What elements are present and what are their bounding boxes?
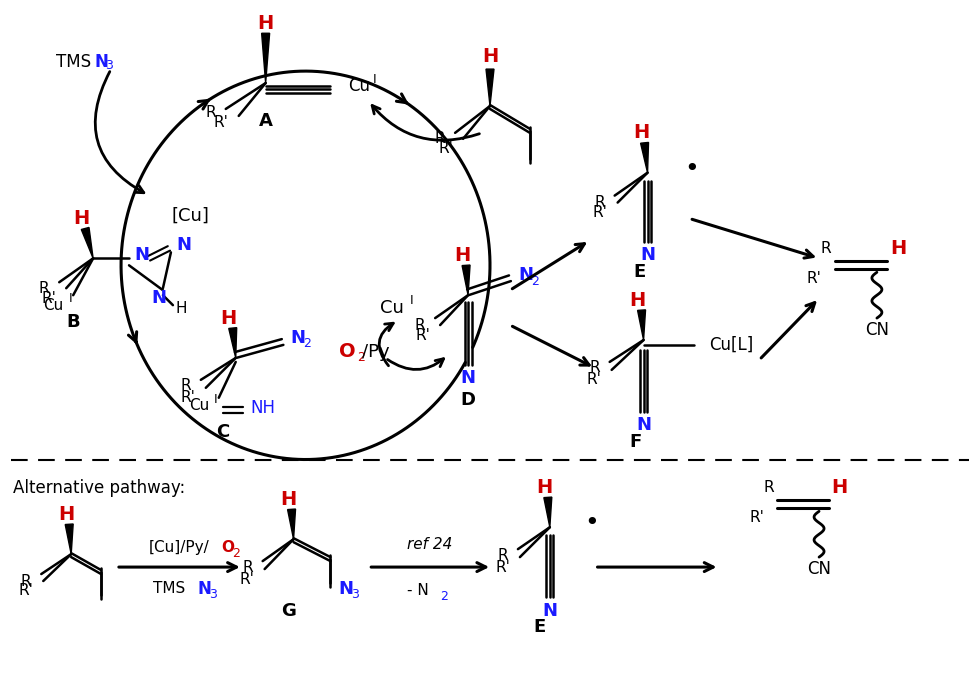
Text: N: N <box>290 329 306 347</box>
Text: R': R' <box>181 390 196 405</box>
Text: N: N <box>461 369 475 387</box>
Text: R': R' <box>750 510 764 525</box>
Polygon shape <box>544 497 552 527</box>
Text: Cu: Cu <box>380 299 404 317</box>
Text: I: I <box>70 292 73 305</box>
Text: R': R' <box>41 291 56 306</box>
Text: H: H <box>258 14 273 33</box>
Text: TMS: TMS <box>56 53 91 71</box>
Text: N: N <box>636 416 651 434</box>
Text: CN: CN <box>808 560 831 578</box>
Text: •: • <box>684 156 699 181</box>
Text: Cu: Cu <box>189 398 209 413</box>
Text: 3: 3 <box>209 589 217 602</box>
Text: H: H <box>175 301 187 316</box>
Text: A: A <box>259 112 272 130</box>
Text: H: H <box>74 209 89 228</box>
Polygon shape <box>641 143 649 173</box>
Text: H: H <box>220 309 237 328</box>
Text: 2: 2 <box>440 591 448 604</box>
Text: R': R' <box>587 372 602 387</box>
Text: R: R <box>38 281 49 296</box>
Text: N: N <box>198 580 212 598</box>
Text: H: H <box>629 291 646 309</box>
Text: 2: 2 <box>358 352 366 365</box>
Text: R: R <box>434 131 445 146</box>
Text: N: N <box>175 236 191 254</box>
Text: R: R <box>594 195 605 210</box>
Text: 3: 3 <box>352 589 360 602</box>
Text: H: H <box>454 246 470 265</box>
Text: I: I <box>214 393 218 406</box>
Text: Cu[L]: Cu[L] <box>710 336 754 354</box>
Text: 2: 2 <box>231 546 239 559</box>
Text: Cu: Cu <box>349 77 370 95</box>
Text: H: H <box>891 239 907 258</box>
Text: 2: 2 <box>304 337 312 350</box>
Text: N: N <box>134 247 149 264</box>
Text: R': R' <box>807 270 821 285</box>
Text: N: N <box>94 53 108 71</box>
Polygon shape <box>262 33 270 83</box>
Text: I: I <box>372 72 376 85</box>
Text: R: R <box>415 318 425 333</box>
Text: ref 24: ref 24 <box>408 537 453 552</box>
Polygon shape <box>638 310 646 340</box>
Text: R': R' <box>416 328 430 343</box>
Text: R: R <box>242 559 253 574</box>
Text: E: E <box>633 263 646 281</box>
Text: H: H <box>280 490 297 509</box>
Text: [Cu]: [Cu] <box>172 206 210 225</box>
Text: R: R <box>21 574 31 589</box>
Text: Cu: Cu <box>43 298 64 313</box>
Text: R': R' <box>19 583 33 598</box>
Text: N: N <box>517 266 533 284</box>
Text: [Cu]/Py/: [Cu]/Py/ <box>149 540 210 555</box>
Polygon shape <box>463 265 470 295</box>
Text: R': R' <box>593 205 608 220</box>
Text: R: R <box>820 241 831 256</box>
Text: NH: NH <box>251 399 275 417</box>
Text: N: N <box>338 580 354 598</box>
Polygon shape <box>228 328 237 358</box>
Text: N: N <box>542 602 558 620</box>
Text: E: E <box>534 618 546 636</box>
Text: R': R' <box>240 572 255 587</box>
Text: R: R <box>497 548 508 563</box>
Text: R': R' <box>438 141 453 156</box>
Text: TMS: TMS <box>153 581 185 596</box>
Text: O: O <box>220 540 234 555</box>
Text: R: R <box>589 361 600 376</box>
Text: I: I <box>411 294 414 307</box>
Text: D: D <box>461 391 475 408</box>
Text: 3: 3 <box>105 59 113 72</box>
Text: B: B <box>67 313 80 331</box>
Text: G: G <box>281 602 296 620</box>
Text: N: N <box>152 289 167 307</box>
Text: R: R <box>205 105 216 120</box>
Text: CN: CN <box>865 321 889 339</box>
Text: - N: - N <box>408 583 429 598</box>
Text: H: H <box>633 124 650 142</box>
Text: •: • <box>585 512 600 535</box>
Text: H: H <box>482 46 498 66</box>
Text: R': R' <box>214 115 228 130</box>
Text: /Py: /Py <box>363 343 390 361</box>
Polygon shape <box>287 509 296 539</box>
Polygon shape <box>66 524 74 554</box>
Polygon shape <box>486 69 494 106</box>
Text: R: R <box>763 480 774 495</box>
Text: N: N <box>640 247 655 264</box>
Text: Alternative pathway:: Alternative pathway: <box>14 479 185 497</box>
Text: R': R' <box>495 559 510 574</box>
Text: H: H <box>831 478 847 497</box>
Text: 2: 2 <box>531 275 539 288</box>
Text: H: H <box>537 478 553 497</box>
Text: O: O <box>339 342 356 361</box>
Text: C: C <box>217 423 229 441</box>
Text: H: H <box>58 505 74 524</box>
Text: F: F <box>629 432 642 451</box>
Polygon shape <box>81 227 93 258</box>
Text: R: R <box>180 378 191 393</box>
